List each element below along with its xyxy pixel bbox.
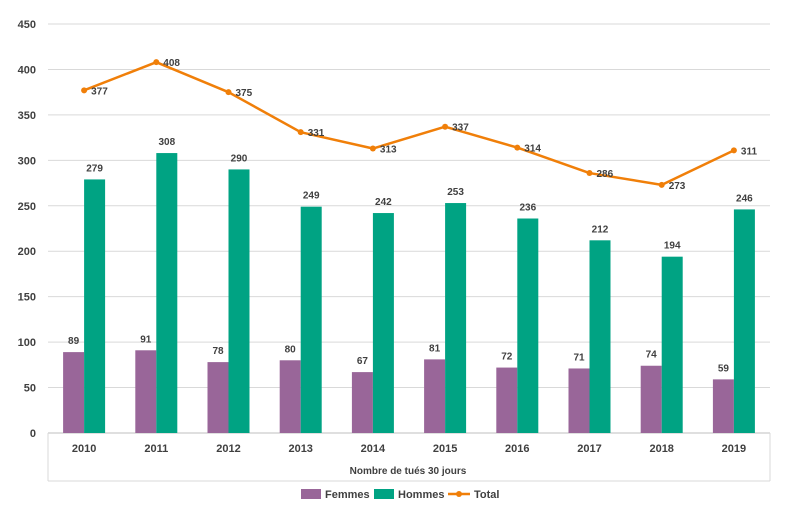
x-axis-title: Nombre de tués 30 jours <box>350 466 467 477</box>
legend-swatch-hommes <box>374 489 394 499</box>
total-point-2019 <box>730 147 737 154</box>
x-tick-2012: 2012 <box>216 443 240 455</box>
bar-hommes-2015 <box>445 203 467 433</box>
label-femmes-2011: 91 <box>140 334 152 345</box>
legend: Femmes Hommes Total <box>301 489 499 501</box>
bar-hommes-2013 <box>300 206 322 433</box>
bar-hommes-2019 <box>733 209 755 433</box>
label-total-2012: 375 <box>236 88 253 99</box>
bar-hommes-2014 <box>372 213 394 433</box>
label-hommes-2010: 279 <box>86 163 103 174</box>
x-tick-2018: 2018 <box>649 443 673 455</box>
x-tick-2017: 2017 <box>577 443 601 455</box>
total-point-2014 <box>369 145 376 152</box>
label-hommes-2013: 249 <box>303 191 320 202</box>
label-hommes-2012: 290 <box>231 153 248 164</box>
total-point-2011 <box>153 59 160 66</box>
bar-hommes-2016 <box>517 218 539 433</box>
label-hommes-2017: 212 <box>592 224 609 235</box>
label-total-2014: 313 <box>380 145 397 156</box>
label-total-2019: 311 <box>741 146 758 157</box>
label-hommes-2016: 236 <box>519 203 536 214</box>
y-tick-350: 350 <box>18 110 36 122</box>
label-hommes-2014: 242 <box>375 197 392 208</box>
label-total-2016: 314 <box>524 144 541 155</box>
total-line-path <box>83 60 735 187</box>
label-femmes-2017: 71 <box>573 352 585 363</box>
label-total-2013: 331 <box>308 128 325 139</box>
bar-femmes-2017 <box>568 368 590 433</box>
y-tick-100: 100 <box>18 337 36 349</box>
y-tick-0: 0 <box>30 428 36 440</box>
x-tick-2011: 2011 <box>144 443 168 455</box>
label-femmes-2012: 78 <box>212 346 224 357</box>
bar-hommes-2018 <box>661 256 683 433</box>
y-axis-ticks: 0 50 100 150 200 250 300 350 400 450 <box>18 19 36 440</box>
label-hommes-2019: 246 <box>736 193 753 204</box>
x-axis: 2010 2011 2012 2013 2014 2015 2016 2017 2018 2019 <box>47 433 771 482</box>
label-hommes-2018: 194 <box>664 241 681 252</box>
label-femmes-2016: 72 <box>501 352 513 363</box>
label-hommes-2011: 308 <box>158 137 175 148</box>
y-tick-200: 200 <box>18 246 36 258</box>
x-tick-2010: 2010 <box>72 443 96 455</box>
total-point-2010 <box>81 87 88 94</box>
bar-hommes-2010 <box>84 179 106 433</box>
y-tick-300: 300 <box>18 155 36 167</box>
y-tick-250: 250 <box>18 201 36 213</box>
bars <box>63 153 755 433</box>
legend-label-hommes: Hommes <box>398 489 444 501</box>
total-line <box>81 59 737 188</box>
legend-label-femmes: Femmes <box>325 489 370 501</box>
bar-femmes-2011 <box>135 350 157 433</box>
x-tick-2015: 2015 <box>433 443 457 455</box>
data-labels: 89 279 91 308 78 290 80 249 67 242 81 253 72 236 71 212… <box>68 58 757 374</box>
y-tick-400: 400 <box>18 64 36 76</box>
label-femmes-2015: 81 <box>429 343 441 354</box>
label-femmes-2014: 67 <box>357 356 369 367</box>
bar-hommes-2017 <box>589 240 611 433</box>
x-tick-2016: 2016 <box>505 443 529 455</box>
bar-femmes-2013 <box>279 360 301 433</box>
y-tick-150: 150 <box>18 292 36 304</box>
x-tick-2014: 2014 <box>361 443 386 455</box>
label-femmes-2010: 89 <box>68 336 80 347</box>
label-femmes-2019: 59 <box>718 363 730 374</box>
y-tick-450: 450 <box>18 19 36 31</box>
bar-femmes-2012 <box>207 362 229 433</box>
y-tick-50: 50 <box>24 383 36 395</box>
total-point-2018 <box>658 181 665 188</box>
label-total-2018: 273 <box>669 181 686 192</box>
label-total-2017: 286 <box>597 169 614 180</box>
label-femmes-2018: 74 <box>646 350 658 361</box>
total-point-2012 <box>225 89 232 96</box>
bar-femmes-2018 <box>640 365 662 433</box>
total-point-2015 <box>442 123 449 130</box>
label-total-2011: 408 <box>163 58 180 69</box>
legend-label-total: Total <box>474 489 499 501</box>
total-point-2017 <box>586 170 593 177</box>
bar-femmes-2016 <box>496 367 518 433</box>
label-femmes-2013: 80 <box>285 344 297 355</box>
bar-femmes-2019 <box>712 379 734 433</box>
label-total-2010: 377 <box>91 86 108 97</box>
label-total-2015: 337 <box>452 123 469 134</box>
label-hommes-2015: 253 <box>447 187 464 198</box>
bar-femmes-2010 <box>63 352 85 433</box>
legend-swatch-femmes <box>301 489 321 499</box>
legend-marker-total <box>456 491 462 497</box>
bar-femmes-2015 <box>424 359 446 433</box>
bar-hommes-2011 <box>156 153 178 433</box>
x-tick-2013: 2013 <box>288 443 312 455</box>
bar-femmes-2014 <box>351 372 373 433</box>
total-point-2016 <box>514 144 521 151</box>
x-tick-2019: 2019 <box>722 443 746 455</box>
bar-hommes-2012 <box>228 169 250 433</box>
total-point-2013 <box>297 129 304 136</box>
